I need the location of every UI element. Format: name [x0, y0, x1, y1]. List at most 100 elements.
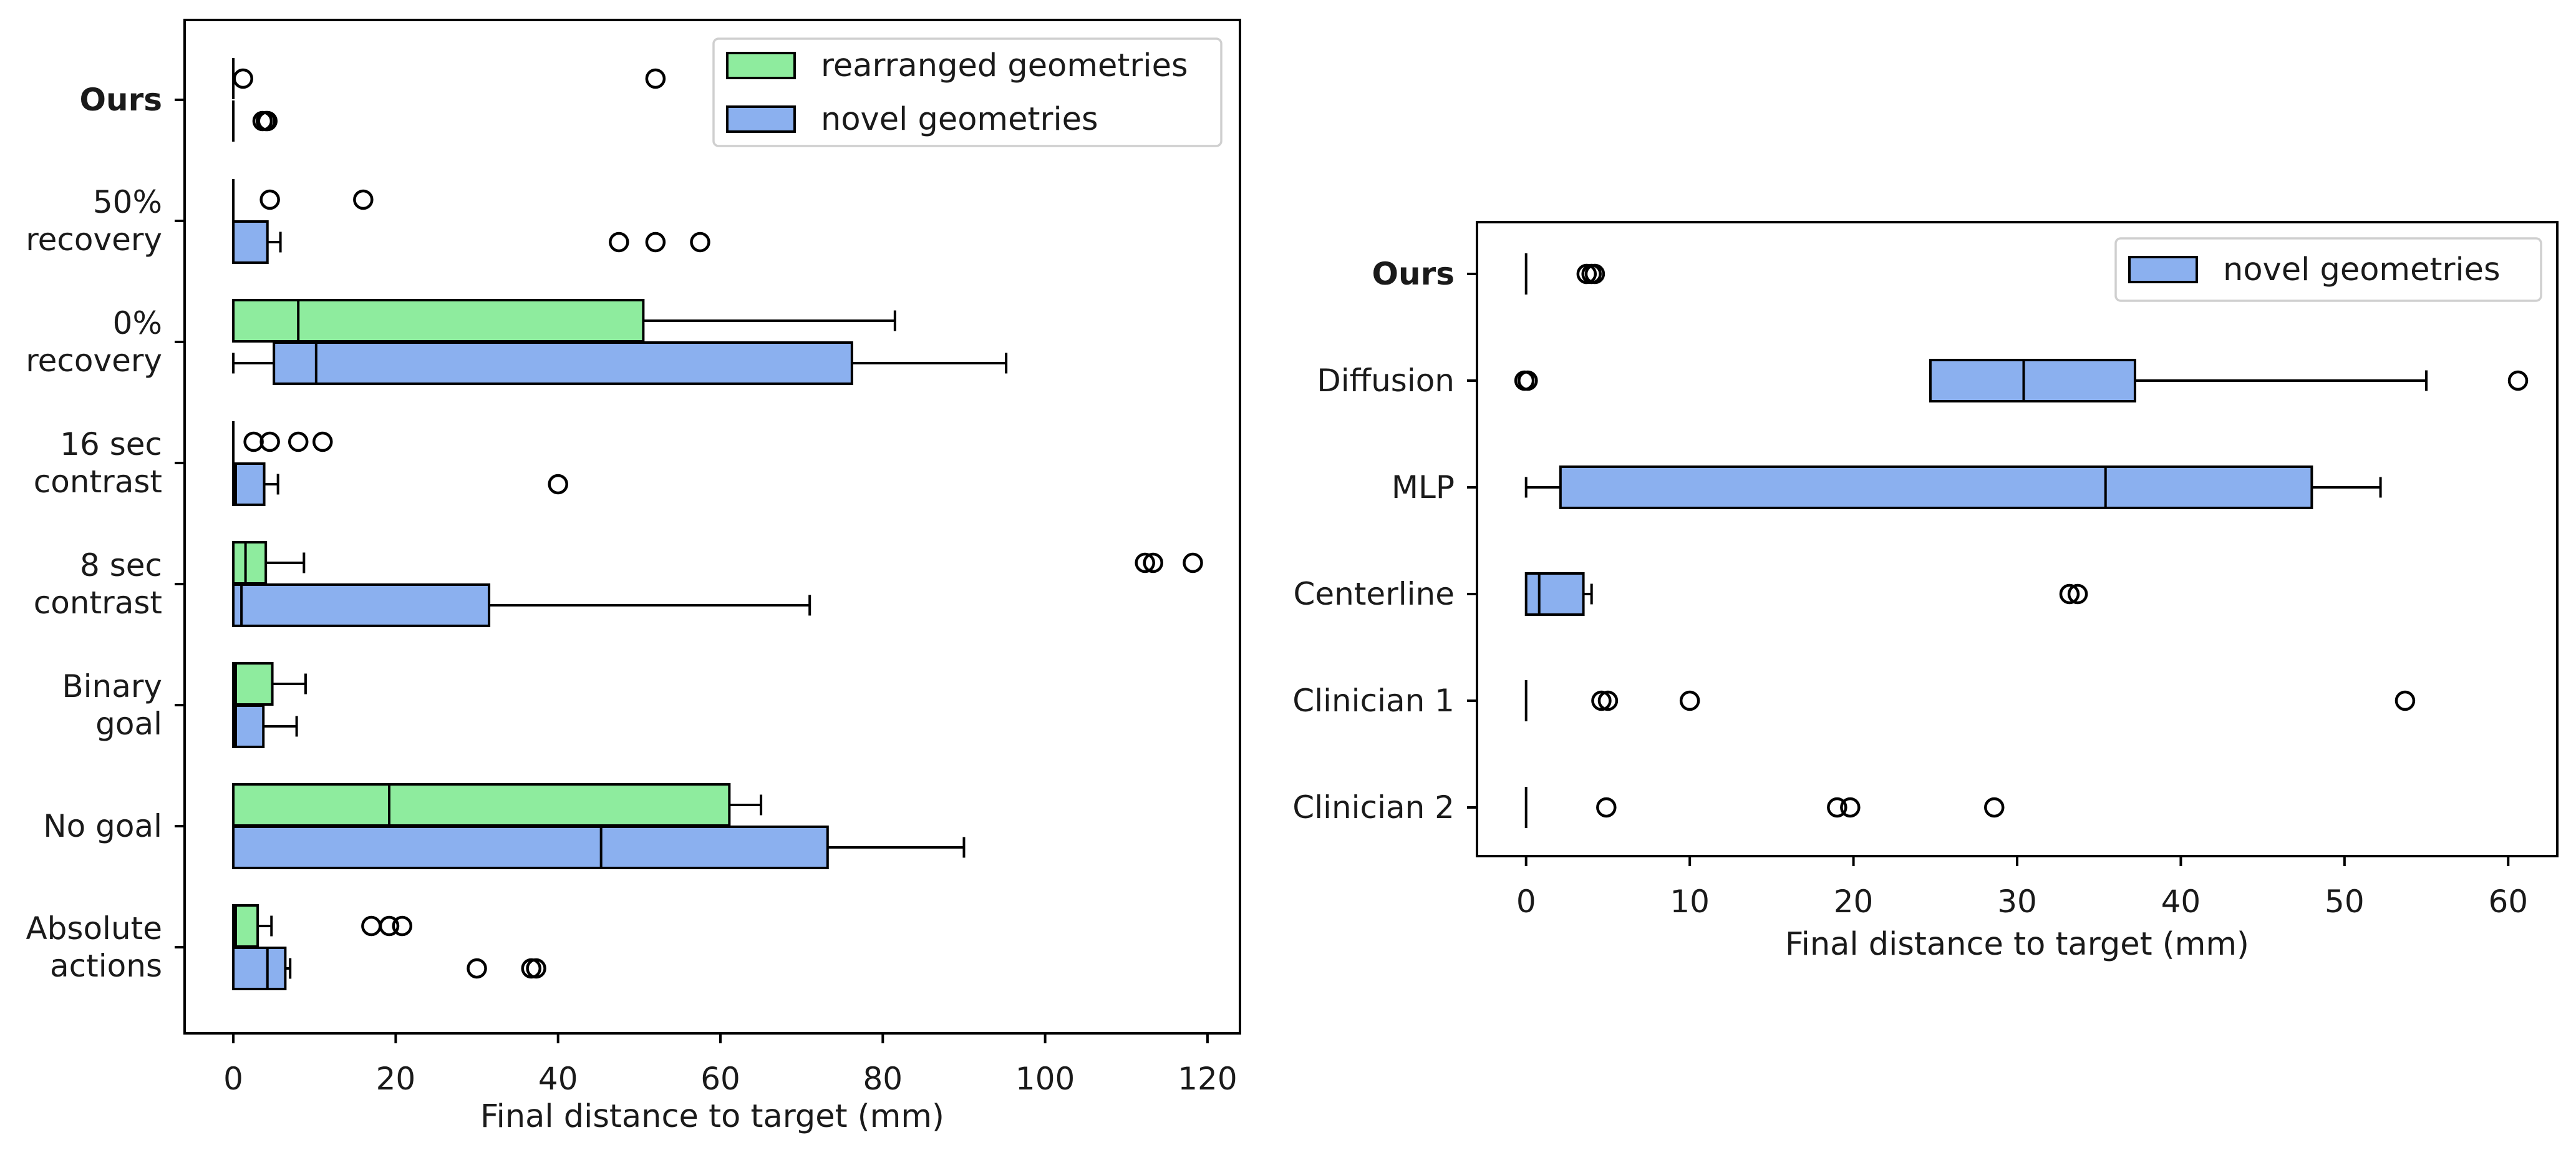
outlier-point — [379, 915, 400, 937]
box-iqr — [232, 220, 269, 264]
box-novel — [232, 704, 298, 748]
box-iqr — [232, 541, 268, 585]
outlier-point — [1840, 797, 1861, 818]
x-tick-label: 60 — [700, 1061, 740, 1097]
outlier-point — [259, 431, 280, 452]
legend-label-novel: novel geometries — [2223, 251, 2501, 288]
outlier-point — [609, 231, 629, 253]
box-novel — [232, 583, 811, 627]
box-rearranged — [232, 904, 413, 948]
outlier-point — [2394, 690, 2416, 711]
category-label: No goal — [43, 808, 162, 844]
box-iqr — [232, 662, 274, 706]
legend-frame — [2114, 237, 2542, 302]
outlier-point — [288, 431, 309, 452]
outlier-point — [2059, 583, 2080, 605]
outlier-point — [645, 231, 666, 253]
outlier-point — [1679, 690, 1700, 711]
box-rearranged — [232, 662, 307, 706]
outlier-point — [353, 189, 374, 210]
outlier-point — [392, 915, 413, 937]
box-rearranged — [232, 541, 1203, 585]
box-novel — [232, 341, 1008, 385]
x-tick-label: 20 — [376, 1061, 416, 1097]
category-label: goal — [95, 706, 162, 742]
category-label: Ours — [79, 82, 162, 118]
category-label: Diffusion — [1317, 363, 1455, 399]
box-novel — [1524, 465, 2382, 509]
legend-frame — [712, 37, 1223, 147]
category-label: 8 sec — [80, 547, 162, 583]
legend-swatch-novel — [726, 105, 796, 133]
box-rearranged — [232, 299, 896, 343]
box-rearranged — [232, 421, 333, 462]
outlier-point — [548, 474, 568, 495]
category-label: 50% — [93, 184, 162, 220]
category-label: Clinician 2 — [1292, 789, 1455, 826]
category-label: actions — [50, 948, 162, 984]
outlier-point — [1518, 370, 1538, 391]
plot-area-frame — [1476, 221, 2559, 857]
x-tick-label: 120 — [1178, 1061, 1237, 1097]
box-rearranged — [232, 179, 374, 220]
outlier-point — [526, 958, 546, 979]
left-boxplot-chart: 0 20 40 60 80 100 120 Final distance to target … — [26, 19, 1241, 1135]
box-rearranged — [232, 58, 666, 99]
box-novel — [1524, 680, 2416, 721]
x-tick-label: 60 — [2488, 884, 2528, 920]
category-label: contrast — [34, 464, 162, 500]
outlier-point — [1827, 797, 1847, 818]
legend-swatch-novel — [2128, 256, 2198, 283]
box-novel — [232, 947, 546, 990]
category-label: 16 sec — [60, 426, 162, 462]
legend-label-novel: novel geometries — [821, 101, 1098, 138]
outlier-point — [1183, 552, 1203, 573]
x-tick-label: 30 — [1997, 884, 2037, 920]
box-novel — [232, 826, 966, 869]
category-label: MLP — [1392, 469, 1455, 505]
outlier-point — [2507, 370, 2529, 391]
box-iqr — [232, 826, 829, 869]
x-tick-label: 100 — [1015, 1061, 1075, 1097]
outlier-point — [690, 231, 710, 253]
category-label: Ours — [1372, 256, 1455, 292]
box-novel — [232, 220, 710, 264]
outlier-point — [1596, 797, 1617, 818]
outlier-point — [1584, 263, 1605, 285]
legend-label-rearranged: rearranged geometries — [821, 47, 1188, 84]
x-axis-title: Final distance to target (mm) — [1785, 926, 2249, 963]
category-label: 0% — [113, 305, 162, 341]
legend-swatch-rearranged — [726, 52, 796, 79]
box-iqr — [1929, 359, 2136, 402]
x-tick-label: 20 — [1834, 884, 1874, 920]
box-novel — [1514, 359, 2529, 402]
outlier-point — [1984, 797, 2005, 818]
legend: rearranged geometries novel geometries — [712, 37, 1223, 147]
x-tick-label: 40 — [2161, 884, 2201, 920]
box-iqr — [232, 299, 645, 343]
right-boxplot-chart: 0 10 20 30 40 50 60 Final distance to target (m… — [1292, 221, 2559, 963]
outlier-point — [1143, 552, 1163, 573]
x-tick-label: 40 — [538, 1061, 578, 1097]
category-label: contrast — [34, 585, 162, 621]
x-axis-title: Final distance to target (mm) — [480, 1098, 944, 1135]
outlier-point — [312, 431, 333, 452]
category-label: Binary — [62, 668, 162, 704]
box-novel — [1524, 572, 2088, 616]
outlier-point — [645, 68, 666, 89]
box-iqr — [232, 783, 731, 827]
plot-area-frame — [183, 19, 1241, 1035]
box-iqr — [1524, 572, 1585, 616]
outlier-point — [2067, 583, 2088, 605]
outlier-point — [1591, 690, 1612, 711]
category-label: Clinician 1 — [1292, 683, 1455, 719]
category-label: Absolute — [26, 910, 162, 947]
box-iqr — [232, 462, 266, 506]
box-iqr — [232, 704, 265, 748]
box-novel — [1524, 787, 2005, 828]
box-novel — [232, 462, 568, 506]
box-iqr — [273, 341, 853, 385]
outlier-point — [361, 915, 382, 937]
outlier-point — [467, 958, 487, 979]
